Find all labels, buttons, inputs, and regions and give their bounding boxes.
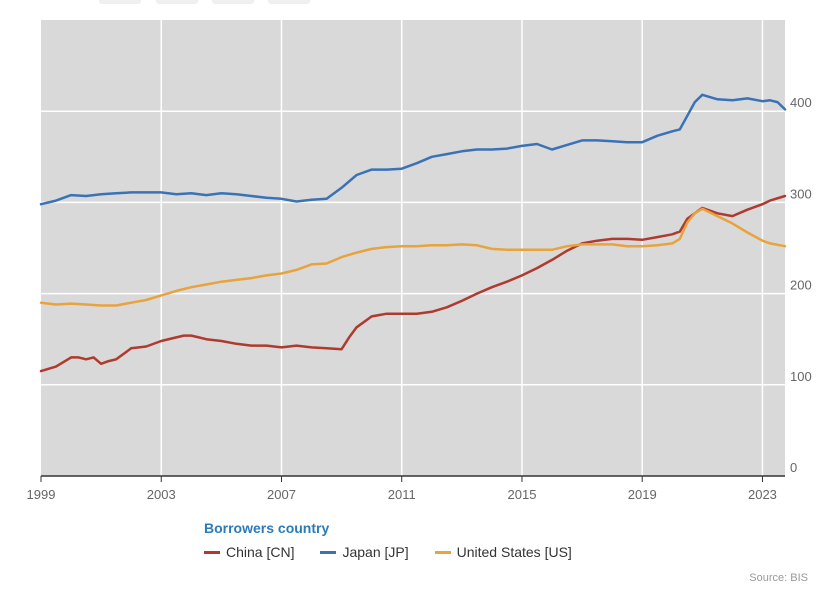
top-tab-stub <box>268 0 310 4</box>
legend-label-china: China [CN] <box>226 544 295 560</box>
legend-label-japan: Japan [JP] <box>342 544 409 560</box>
legend-item-united-states[interactable]: United States [US] <box>434 544 572 560</box>
legend-swatch-china <box>204 550 220 554</box>
legend-label-united-states: United States [US] <box>456 544 572 560</box>
y-axis: 0 100 200 300 400 <box>790 95 812 475</box>
top-tab-stub <box>99 0 141 4</box>
legend-items: China [CN] Japan [JP] United States [US] <box>204 544 572 560</box>
legend-item-china[interactable]: China [CN] <box>204 544 294 560</box>
legend-item-japan[interactable]: Japan [JP] <box>320 544 409 560</box>
x-tick-label: 2023 <box>748 487 777 502</box>
plot-area <box>41 20 785 476</box>
series-lines <box>39 93 787 373</box>
legend-title: Borrowers country <box>204 520 330 536</box>
legend-swatch-japan <box>320 550 337 554</box>
x-tick-label: 1999 <box>27 487 56 502</box>
source-note: Source: BIS <box>749 572 808 584</box>
y-tick-label: 100 <box>790 369 812 384</box>
y-tick-label: 300 <box>790 186 812 201</box>
y-tick-label: 200 <box>790 278 812 293</box>
y-tick-label: 400 <box>790 95 812 110</box>
legend: Borrowers country China [CN] Japan [JP] … <box>204 520 572 560</box>
series-line-japan <box>39 93 787 206</box>
x-tick-label: 2015 <box>508 487 537 502</box>
x-tick-label: 2003 <box>147 487 176 502</box>
x-tick-label: 2019 <box>628 487 657 502</box>
x-axis: 1999 2003 2007 2011 2015 2019 2023 <box>27 475 785 502</box>
x-tick-label: 2007 <box>267 487 296 502</box>
y-tick-label: 0 <box>790 460 797 475</box>
series-line-united-states <box>39 207 787 307</box>
x-tick-label: 2011 <box>388 487 416 502</box>
top-tab-stub <box>156 0 198 4</box>
series-line-china <box>39 194 787 373</box>
top-tab-stub <box>212 0 254 4</box>
legend-swatch-united-states <box>434 550 451 554</box>
